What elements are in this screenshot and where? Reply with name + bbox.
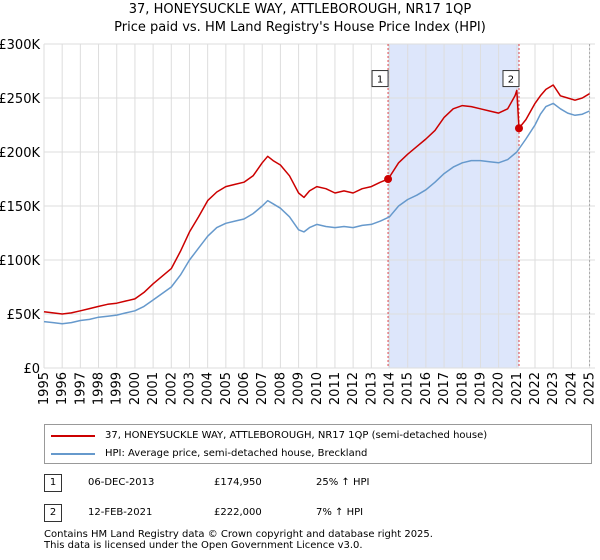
x-tick-label: 2021: [510, 372, 525, 405]
x-tick-label: 2017: [437, 372, 452, 405]
footer-licence: This data is licensed under the Open Gov…: [44, 540, 363, 551]
x-tick-label: 1996: [55, 372, 70, 405]
transaction-marker-label: 1: [44, 474, 62, 492]
transaction-point: [384, 175, 393, 184]
x-tick-label: 2002: [164, 372, 179, 405]
x-tick-label: 2012: [346, 372, 361, 405]
transaction-marker-label: 2: [44, 504, 62, 522]
y-tick-label: £250K: [0, 92, 40, 107]
y-tick-label: £0: [23, 362, 40, 377]
y-tick-label: £50K: [7, 308, 41, 323]
x-tick-label: 2025: [583, 372, 598, 405]
x-tick-label: 2007: [255, 372, 270, 405]
chart-subtitle: Price paid vs. HM Land Registry's House …: [114, 20, 486, 35]
x-tick-label: 2014: [383, 372, 398, 405]
transaction-row: 1 06-DEC-2013 £174,950 25% ↑ HPI: [44, 474, 592, 494]
x-tick-label: 2000: [128, 372, 143, 405]
transaction-price: £222,000: [214, 507, 262, 518]
transaction-label: 1: [377, 75, 383, 86]
y-tick-label: £100K: [0, 254, 40, 269]
legend-swatch-property: [51, 435, 95, 437]
transaction-date: 06-DEC-2013: [88, 477, 155, 488]
x-tick-label: 2004: [201, 372, 216, 405]
x-tick-label: 2015: [401, 372, 416, 405]
x-tick-label: 2011: [328, 372, 343, 405]
x-tick-label: 2023: [546, 372, 561, 405]
x-tick-label: 2013: [364, 372, 379, 405]
x-tick-label: 2006: [237, 372, 252, 405]
legend: 37, HONEYSUCKLE WAY, ATTLEBOROUGH, NR17 …: [44, 424, 592, 464]
x-tick-label: 2010: [310, 372, 325, 405]
x-tick-label: 2008: [273, 372, 288, 405]
transaction-date: 12-FEB-2021: [88, 507, 153, 518]
y-tick-label: £300K: [0, 38, 40, 53]
x-tick-label: 2003: [182, 372, 197, 405]
price-chart: 37, HONEYSUCKLE WAY, ATTLEBOROUGH, NR17 …: [0, 2, 598, 405]
transaction-hpi-change: 25% ↑ HPI: [316, 477, 370, 488]
transaction-price: £174,950: [214, 477, 262, 488]
series-line-property: [43, 84, 590, 315]
footer-copyright: Contains HM Land Registry data © Crown c…: [44, 529, 433, 540]
legend-label-property: 37, HONEYSUCKLE WAY, ATTLEBOROUGH, NR17 …: [105, 430, 488, 441]
transaction-label-box: [502, 70, 520, 88]
x-tick-label: 1995: [37, 372, 52, 405]
y-tick-label: £150K: [0, 200, 40, 215]
x-tick-label: 2016: [419, 372, 434, 405]
transaction-point: [514, 124, 523, 133]
transaction-row: 2 12-FEB-2021 £222,000 7% ↑ HPI: [44, 504, 592, 524]
legend-label-hpi: HPI: Average price, semi-detached house,…: [105, 448, 368, 459]
x-tick-label: 1997: [73, 372, 88, 405]
legend-swatch-hpi: [51, 453, 95, 455]
x-tick-label: 2024: [564, 372, 579, 405]
x-tick-label: 2018: [455, 372, 470, 405]
x-tick-label: 2001: [146, 372, 161, 405]
x-tick-label: 2009: [292, 372, 307, 405]
x-tick-label: 2022: [528, 372, 543, 405]
footer-attribution: Contains HM Land Registry data © Crown c…: [44, 529, 433, 551]
transaction-label-box: [371, 70, 389, 88]
x-tick-label: 2005: [219, 372, 234, 405]
x-tick-label: 2019: [473, 372, 488, 405]
series-line-hpi: [43, 102, 590, 325]
x-tick-label: 2020: [492, 372, 507, 405]
x-tick-label: 1998: [92, 372, 107, 405]
transaction-hpi-change: 7% ↑ HPI: [316, 507, 364, 518]
x-tick-label: 1999: [110, 372, 125, 405]
chart-title: 37, HONEYSUCKLE WAY, ATTLEBOROUGH, NR17 …: [129, 2, 472, 17]
y-tick-label: £200K: [0, 146, 40, 161]
transaction-label: 2: [508, 75, 514, 86]
